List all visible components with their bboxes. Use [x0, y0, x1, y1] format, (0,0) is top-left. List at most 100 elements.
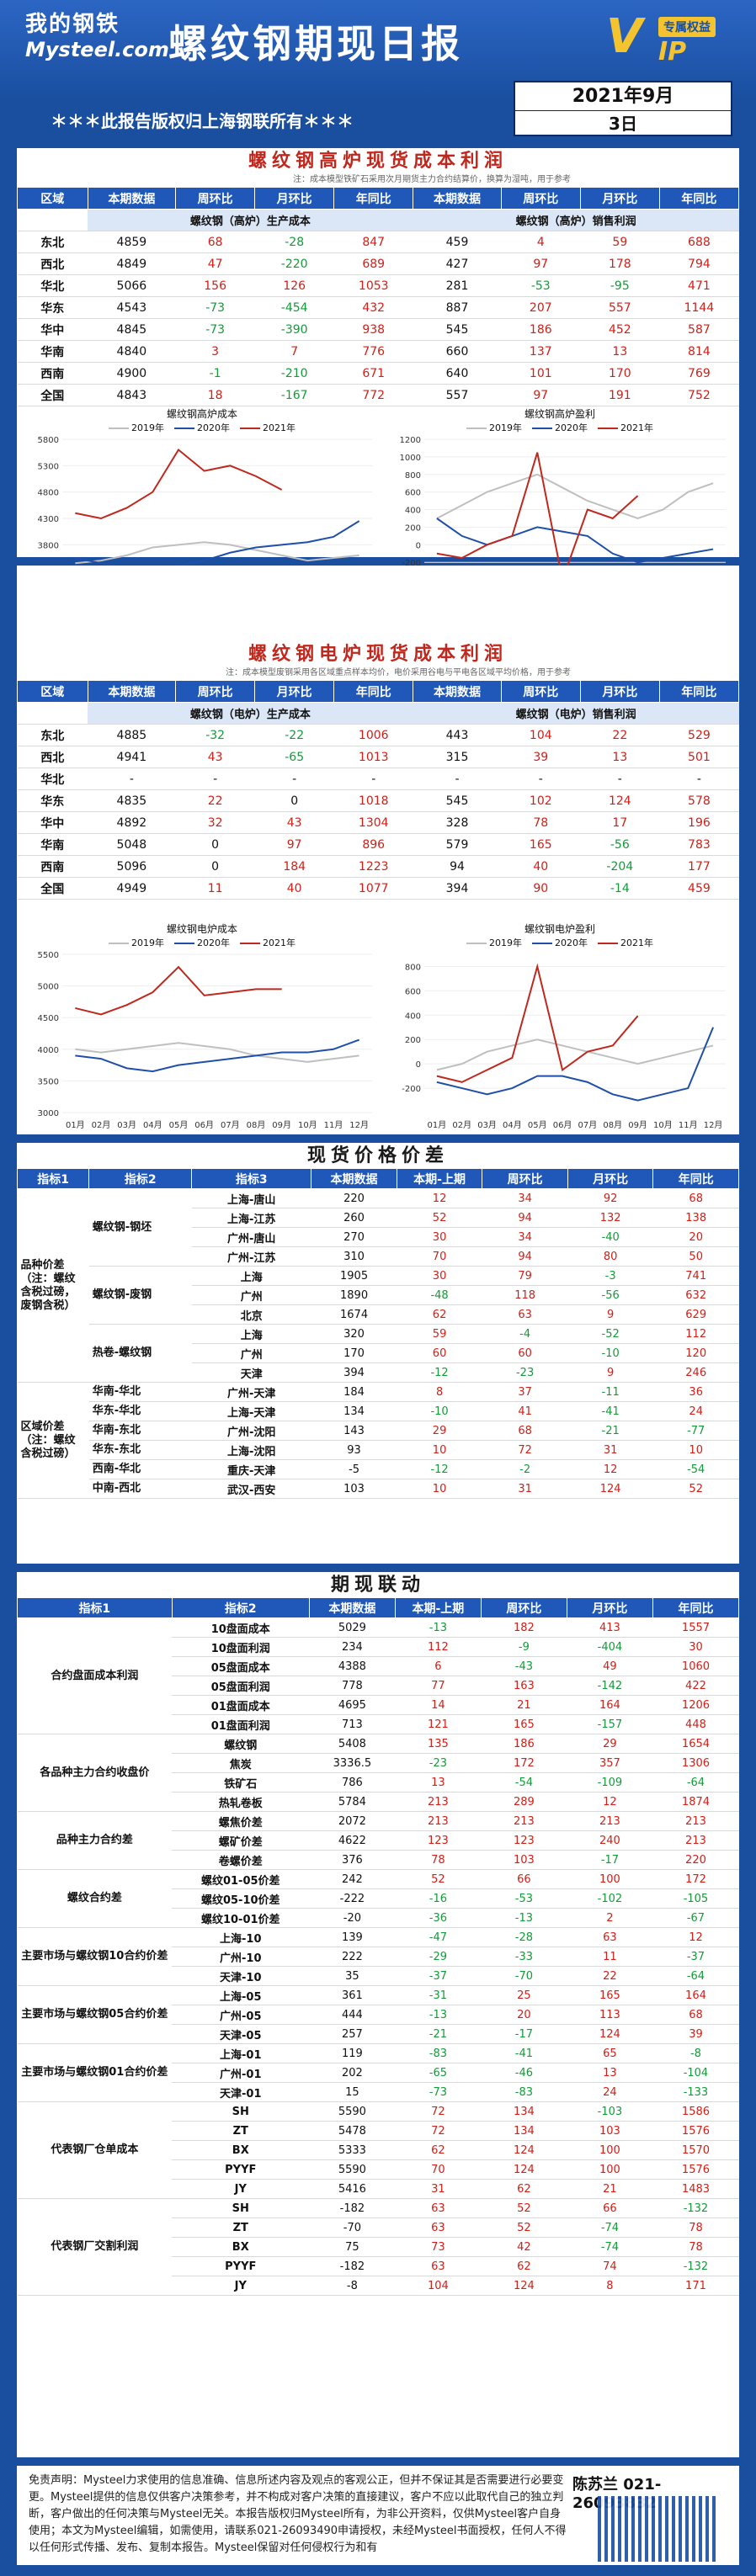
value-cell: -33	[481, 1947, 567, 1967]
chart-title: 螺纹钢电炉成本	[166, 923, 237, 935]
sub-header-left: 螺纹钢（高炉）生产成本	[88, 209, 413, 231]
value-cell: 60	[482, 1343, 568, 1363]
value-cell: -32	[175, 724, 255, 746]
value-cell: 459	[413, 231, 502, 253]
spread-table: 指标1 指标2 指标3 本期数据 本期-上期 周环比 月环比 年同比 品种价差（注：螺纹含税过磅…	[16, 1168, 739, 1499]
value-cell: 220	[311, 1188, 397, 1208]
value-cell: 444	[309, 2005, 396, 2025]
value-cell: 5590	[309, 2159, 396, 2180]
value-cell: 213	[481, 1811, 567, 1831]
value-cell: -	[501, 767, 581, 790]
legend-swatch	[109, 428, 129, 429]
value-cell: 2072	[309, 1811, 396, 1831]
legend-swatch	[466, 943, 487, 944]
indicator2-cell: 10盘面成本	[172, 1617, 310, 1638]
value-cell: 1890	[311, 1285, 397, 1305]
value-cell: 4695	[309, 1695, 396, 1715]
value-cell: -2	[482, 1459, 568, 1479]
value-cell: 43	[254, 811, 334, 834]
value-cell: 12	[567, 1792, 653, 1812]
group-label: 代表钢厂交割利润	[17, 2198, 173, 2296]
chart: 螺纹钢电炉盈利 2019年 2020年 2021年 800 600 400 200 0 -200 0…	[387, 922, 732, 1140]
value-cell: 165	[567, 1985, 653, 2005]
legend-swatch	[240, 428, 260, 429]
table-row: 华南 4840 3 7 776 660 137 13 814	[17, 340, 739, 363]
series-line	[436, 963, 639, 1083]
value-cell: -5	[311, 1459, 397, 1479]
value-cell: 776	[333, 340, 413, 363]
value-cell: 394	[311, 1362, 397, 1383]
blast-title: 螺纹钢高炉现货成本利润	[248, 150, 508, 172]
column-header: 指标2	[171, 1597, 310, 1618]
value-cell: 13	[567, 2063, 653, 2083]
value-cell: 22	[567, 1966, 653, 1986]
value-cell: 257	[309, 2024, 396, 2044]
value-cell: -222	[309, 1888, 396, 1909]
value-cell: 260	[311, 1208, 397, 1228]
chart-legend: 2019年 2020年 2021年	[387, 936, 732, 949]
column-header: 年同比	[333, 187, 414, 210]
value-cell: 92	[567, 1188, 653, 1208]
value-cell: 847	[333, 231, 413, 253]
value-cell: 207	[501, 296, 581, 319]
legend-item: 2021年	[240, 422, 295, 433]
legend-item: 2021年	[240, 937, 295, 948]
value-cell: 97	[254, 833, 334, 856]
value-cell: 1306	[652, 1753, 739, 1773]
value-cell: 814	[659, 340, 739, 363]
value-cell: -56	[567, 1285, 653, 1305]
x-tick-label: 09月	[272, 1120, 291, 1130]
disclaimer: 免责声明：Mysteel力求使用的信息准确、信息所述内容及观点的客观公正，但并不…	[29, 2474, 567, 2554]
table-row: 螺纹05-10价差 -222 -16 -53 -102 -105	[18, 1888, 739, 1909]
value-cell: 4949	[88, 877, 176, 900]
value-cell: 39	[501, 746, 581, 768]
legend-item: 2021年	[598, 422, 653, 433]
table-row: 热卷-螺纹钢 上海 320 59 -4 -52 112	[18, 1324, 739, 1383]
legend-item: 2019年	[109, 937, 164, 948]
table-row: 01盘面利润 713 121 165 -157 448	[18, 1714, 739, 1734]
table-row: 华中 4892 32 43 1304 328 78 17 196	[17, 811, 739, 834]
value-cell: 104	[501, 724, 581, 746]
indicator2-cell: 10盘面利润	[172, 1637, 310, 1657]
indicator3-cell: 上海	[191, 1324, 311, 1344]
value-cell: 124	[481, 2140, 567, 2160]
table-row: 广州-江苏 310 70 94 80 50	[18, 1246, 739, 1267]
value-cell: 52	[397, 1208, 482, 1228]
value-cell: -20	[309, 1908, 396, 1928]
value-cell: -73	[175, 318, 255, 341]
y-tick-label: 200	[405, 1036, 421, 1045]
value-cell: 31	[395, 2179, 482, 2199]
value-cell: 289	[481, 1792, 567, 1812]
value-cell: -204	[580, 855, 660, 878]
value-cell: 1006	[333, 724, 413, 746]
value-cell: 156	[175, 274, 255, 297]
value-cell: 100	[567, 2140, 653, 2160]
region-cell: 华东	[17, 296, 88, 319]
y-tick-label: 400	[405, 1012, 421, 1021]
value-cell: -210	[254, 362, 334, 385]
value-cell: 5590	[309, 2101, 396, 2122]
value-cell: 30	[397, 1227, 482, 1247]
value-cell: 36	[652, 1382, 739, 1402]
table-row: 华北 5066 156 126 1053 281 -53 -95 471	[17, 274, 739, 297]
value-cell: 59	[580, 231, 660, 253]
value-cell: 68	[482, 1421, 568, 1441]
sub-header-row: 螺纹钢（高炉）生产成本 螺纹钢（高炉）销售利润	[17, 209, 739, 231]
value-cell: -14	[580, 877, 660, 900]
value-cell: 178	[580, 252, 660, 275]
value-cell: 896	[333, 833, 413, 856]
value-cell: 196	[659, 811, 739, 834]
x-tick-label: 10月	[298, 1120, 317, 1130]
series-line	[75, 1042, 359, 1063]
value-cell: -41	[567, 1401, 653, 1421]
region-cell: 华中	[17, 318, 88, 341]
value-cell: -103	[567, 2101, 653, 2122]
value-cell: 134	[481, 2101, 567, 2122]
column-header: 本期数据	[87, 680, 177, 703]
value-cell: 34	[482, 1188, 568, 1208]
value-cell: 18	[175, 384, 255, 406]
x-tick-label: 08月	[603, 1120, 622, 1130]
series-line	[75, 520, 360, 572]
value-cell: 786	[309, 1772, 396, 1793]
table-row: 铁矿石 786 13 -54 -109 -64	[18, 1772, 739, 1793]
